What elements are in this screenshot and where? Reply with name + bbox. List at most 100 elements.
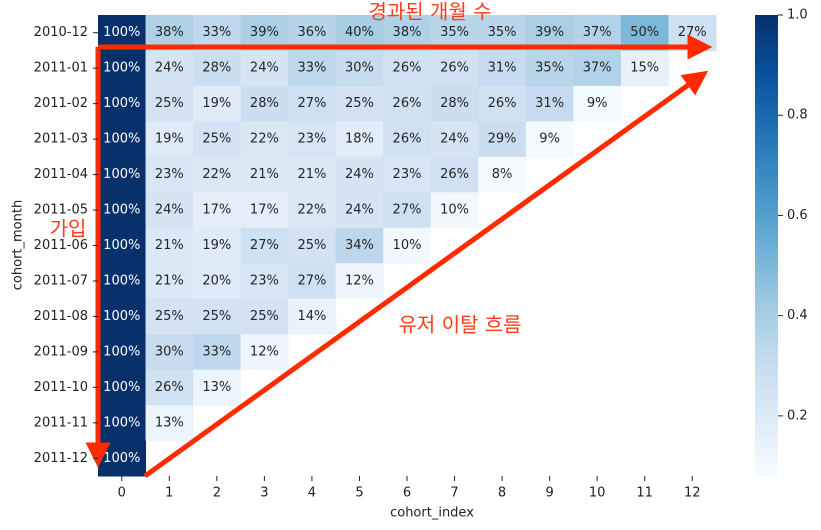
cell bbox=[335, 50, 384, 87]
cell bbox=[383, 156, 432, 193]
cell-label: 31% bbox=[535, 96, 564, 111]
cell-label: 29% bbox=[488, 132, 517, 147]
cell-label: 9% bbox=[587, 96, 608, 111]
x-tick-label: 4 bbox=[308, 486, 316, 501]
cell-label: 26% bbox=[440, 167, 469, 182]
cell bbox=[240, 50, 289, 87]
cell-label: 21% bbox=[297, 167, 326, 182]
cell bbox=[240, 85, 289, 122]
cell bbox=[288, 298, 337, 335]
cell-label: 27% bbox=[250, 238, 279, 253]
annotation: 유저 이탈 흐름 bbox=[398, 313, 521, 337]
cell-label: 35% bbox=[535, 61, 564, 76]
cell-label: 18% bbox=[345, 132, 374, 147]
cell-label: 100% bbox=[103, 61, 140, 76]
cell bbox=[478, 50, 527, 87]
cell-label: 24% bbox=[345, 203, 374, 218]
cell-label: 23% bbox=[393, 167, 422, 182]
y-tick-label: 2011-02 bbox=[34, 96, 88, 111]
cell bbox=[193, 156, 242, 193]
cell-label: 23% bbox=[297, 132, 326, 147]
cell bbox=[383, 192, 432, 229]
cell bbox=[240, 121, 289, 158]
cell bbox=[288, 227, 337, 264]
cell bbox=[288, 85, 337, 122]
x-tick-label: 2 bbox=[213, 486, 221, 501]
cell bbox=[288, 50, 337, 87]
annotation: 경과된 개월 수 bbox=[368, 0, 491, 24]
arrow bbox=[143, 70, 709, 479]
cell-label: 13% bbox=[155, 415, 184, 430]
cell-label: 25% bbox=[250, 309, 279, 324]
cell-label: 35% bbox=[488, 25, 517, 40]
cell-label: 100% bbox=[103, 344, 140, 359]
colorbar-tick-label: 0.8 bbox=[787, 108, 808, 123]
cell bbox=[193, 85, 242, 122]
cell-label: 100% bbox=[103, 451, 140, 466]
cell-label: 24% bbox=[155, 203, 184, 218]
cell bbox=[193, 369, 242, 406]
cell bbox=[335, 263, 384, 300]
cell-label: 27% bbox=[297, 273, 326, 288]
cell-label: 24% bbox=[155, 61, 184, 76]
y-tick-label: 2011-06 bbox=[34, 238, 88, 253]
cell bbox=[145, 263, 194, 300]
cell-label: 34% bbox=[345, 238, 374, 253]
cell-label: 38% bbox=[155, 25, 184, 40]
cell bbox=[145, 156, 194, 193]
cell-label: 100% bbox=[103, 415, 140, 430]
cell bbox=[98, 369, 147, 406]
y-tick-label: 2011-04 bbox=[34, 167, 88, 182]
cell bbox=[478, 121, 527, 158]
cell bbox=[430, 156, 479, 193]
cell-label: 25% bbox=[345, 96, 374, 111]
cell-label: 27% bbox=[678, 25, 707, 40]
cell-label: 24% bbox=[440, 132, 469, 147]
cell-label: 23% bbox=[250, 273, 279, 288]
cell bbox=[430, 192, 479, 229]
y-tick-label: 2011-10 bbox=[34, 380, 88, 395]
cell bbox=[193, 121, 242, 158]
cell-label: 22% bbox=[202, 167, 231, 182]
cell bbox=[383, 50, 432, 87]
cell bbox=[193, 334, 242, 371]
cell-label: 25% bbox=[155, 96, 184, 111]
cell-label: 25% bbox=[155, 309, 184, 324]
cell bbox=[525, 121, 574, 158]
y-tick-label: 2011-09 bbox=[34, 344, 88, 359]
cell bbox=[383, 85, 432, 122]
cell-label: 33% bbox=[202, 344, 231, 359]
x-tick-label: 1 bbox=[165, 486, 173, 501]
x-tick-label: 12 bbox=[684, 486, 701, 501]
cell-label: 21% bbox=[155, 273, 184, 288]
cell bbox=[525, 85, 574, 122]
heatmap: 100% 38% 33% 39% 36% 40% 38% 35% 35% 39% 37% 50% 27%… bbox=[98, 15, 717, 477]
cell bbox=[145, 85, 194, 122]
y-tick-label: 2011-03 bbox=[34, 132, 88, 147]
cell-label: 26% bbox=[393, 96, 422, 111]
cell bbox=[145, 334, 194, 371]
cell-label: 38% bbox=[393, 25, 422, 40]
cell-label: 19% bbox=[202, 96, 231, 111]
cell bbox=[288, 263, 337, 300]
y-tick-label: 2011-08 bbox=[34, 309, 88, 324]
cell bbox=[240, 298, 289, 335]
x-tick-label: 7 bbox=[450, 486, 458, 501]
cell-label: 21% bbox=[155, 238, 184, 253]
cell bbox=[430, 85, 479, 122]
cell-label: 14% bbox=[297, 309, 326, 324]
cell-label: 25% bbox=[202, 132, 231, 147]
colorbar-tick-label: 0.4 bbox=[787, 308, 808, 323]
cell bbox=[573, 85, 622, 122]
cell-label: 22% bbox=[297, 203, 326, 218]
cell-label: 39% bbox=[535, 25, 564, 40]
cell bbox=[145, 369, 194, 406]
cell-label: 26% bbox=[440, 61, 469, 76]
colorbar bbox=[755, 15, 778, 476]
cell-label: 100% bbox=[103, 238, 140, 253]
cell-label: 33% bbox=[297, 61, 326, 76]
cell bbox=[145, 227, 194, 264]
cell bbox=[335, 121, 384, 158]
